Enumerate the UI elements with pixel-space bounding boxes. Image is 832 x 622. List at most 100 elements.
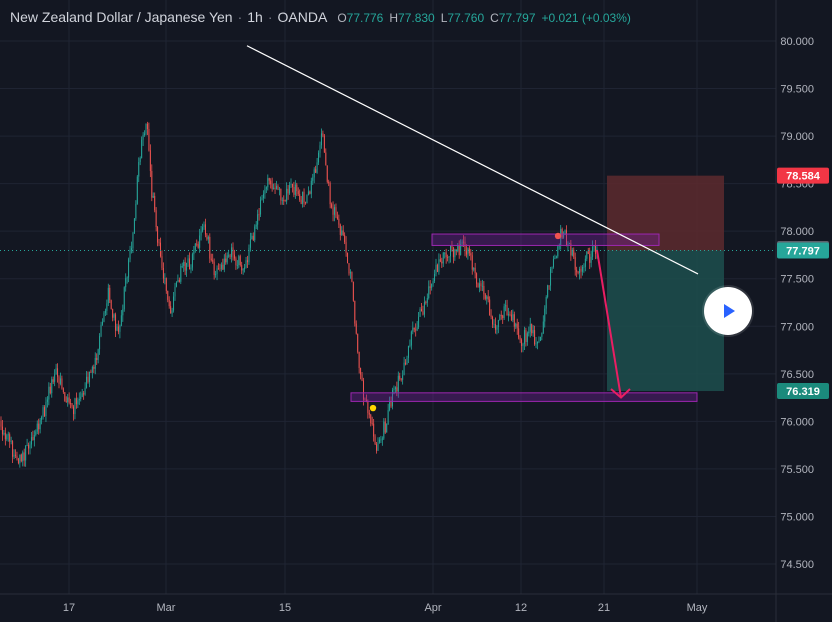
candle-body: [547, 285, 549, 297]
candle-body: [574, 257, 576, 270]
candle-body: [194, 243, 196, 251]
candle-body: [367, 401, 369, 413]
candle-body: [13, 454, 15, 457]
candle-body: [571, 250, 573, 256]
candle-body: [35, 431, 37, 436]
candle-body: [589, 253, 591, 263]
candle-body: [316, 162, 318, 173]
candle-body: [97, 349, 99, 361]
candle-body: [577, 271, 579, 274]
x-tick-label: 17: [63, 602, 75, 614]
candle-body: [325, 152, 327, 166]
candle-body: [371, 423, 373, 424]
replay-play-button[interactable]: [704, 287, 752, 335]
candle-body: [554, 257, 556, 260]
candle-body: [80, 396, 82, 399]
candle-body: [270, 180, 272, 185]
candle-body: [296, 184, 298, 191]
candle-body: [65, 401, 67, 402]
candle-body: [422, 311, 424, 315]
projection-arrow[interactable]: [596, 250, 622, 398]
candle-body: [334, 207, 335, 215]
candle-body: [537, 341, 538, 344]
candle-body: [421, 309, 422, 312]
candle-body: [348, 263, 350, 274]
play-icon: [724, 304, 735, 318]
candle-body: [465, 250, 467, 255]
close-key: C: [490, 11, 499, 25]
timeframe-label[interactable]: 1h: [247, 9, 263, 25]
x-tick-label: May: [687, 602, 708, 614]
candle-body: [30, 437, 32, 445]
y-tick-label: 75.000: [780, 511, 814, 523]
candle-body: [486, 296, 488, 299]
candle-body: [203, 224, 205, 228]
candle-body: [345, 242, 347, 253]
open-value: 77.776: [346, 11, 384, 25]
candle-body: [112, 309, 114, 318]
candle-body: [402, 375, 404, 380]
low-key: L: [440, 11, 448, 25]
candle-body: [347, 252, 349, 264]
candle-body: [579, 268, 581, 274]
candle-body: [380, 439, 382, 441]
candle-body: [242, 269, 244, 271]
candle-body: [503, 306, 505, 318]
candle-body: [539, 336, 541, 341]
candle-body: [88, 371, 90, 382]
target-price-tag-bg: [777, 383, 829, 400]
header-separator: ·: [237, 9, 243, 25]
candle-body: [170, 306, 172, 314]
y-tick-label: 76.500: [780, 369, 814, 381]
candle-body: [331, 204, 333, 208]
candle-body: [78, 398, 80, 401]
candle-body: [302, 191, 304, 204]
candle-body: [206, 234, 208, 240]
symbol-title[interactable]: New Zealand Dollar / Japanese Yen: [10, 9, 233, 25]
candle-body: [497, 320, 499, 328]
candle-body: [1, 426, 3, 435]
candle-body: [22, 452, 24, 462]
candle-body: [464, 241, 466, 251]
candle-body: [257, 214, 259, 225]
candle-body: [436, 264, 438, 272]
candle-body: [173, 296, 175, 311]
candle-body: [287, 188, 289, 194]
candle-body: [586, 251, 588, 259]
candle-body: [310, 180, 312, 194]
support-zone[interactable]: [350, 392, 698, 402]
candle-body: [161, 256, 163, 268]
candle-body: [139, 158, 141, 162]
candle-body: [251, 235, 253, 240]
candle-body: [236, 265, 238, 266]
resistance-zone[interactable]: [431, 233, 660, 246]
candle-body: [26, 445, 28, 446]
candle-body: [116, 326, 118, 331]
candle-body: [387, 410, 389, 425]
candle-body: [363, 380, 364, 400]
candle-body: [184, 261, 186, 271]
x-tick-label: Apr: [424, 602, 441, 614]
candle-body: [193, 250, 195, 255]
drawings[interactable]: [0, 45, 776, 412]
candle-body: [341, 230, 343, 235]
candle-body: [210, 258, 212, 261]
candle-body: [110, 300, 112, 310]
candle-body: [77, 400, 79, 405]
candle-body: [303, 191, 305, 203]
candle-body: [425, 302, 427, 303]
candle-body: [175, 282, 177, 287]
candle-body: [410, 331, 412, 346]
candle-body: [458, 244, 460, 256]
trend-line[interactable]: [246, 45, 699, 275]
candle-body: [144, 133, 146, 135]
candle-body: [432, 280, 434, 285]
candle-body: [286, 188, 288, 202]
candle-body: [117, 326, 119, 332]
candle-body: [532, 330, 534, 334]
candle-body: [57, 368, 59, 377]
candle-body: [273, 187, 275, 189]
take-profit-zone: [607, 250, 724, 392]
